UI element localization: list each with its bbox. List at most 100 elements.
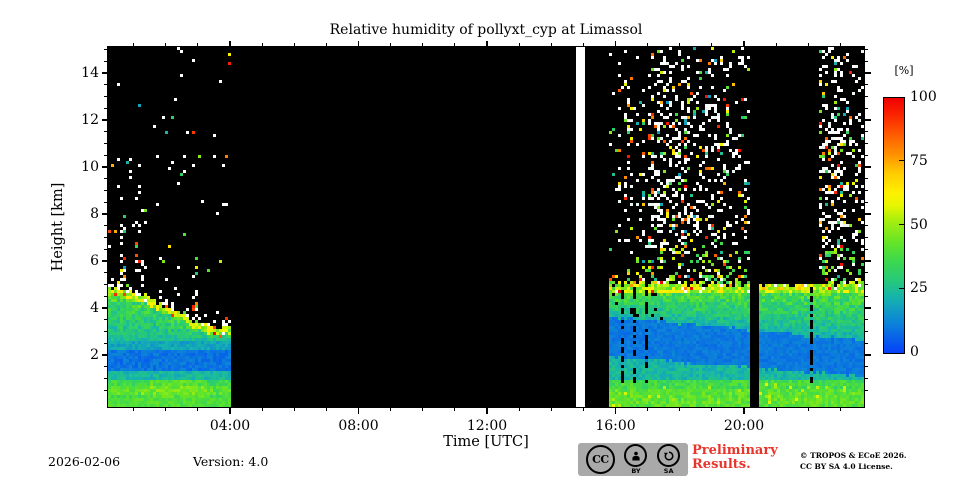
x-tick [293, 408, 295, 411]
x-tick [133, 43, 135, 46]
x-axis-title: Time [UTC] [443, 434, 529, 450]
y-tick [865, 248, 868, 250]
x-tick [357, 408, 360, 414]
y-tick [104, 330, 107, 333]
y-tick [865, 225, 868, 227]
x-tick-label: 08:00 [338, 418, 379, 434]
y-tick [104, 189, 107, 192]
y-tick [104, 342, 107, 344]
x-tick [454, 408, 456, 411]
y-axis-title: Height [km] [50, 182, 66, 272]
x-tick [229, 40, 231, 46]
x-tick [325, 408, 327, 411]
x-tick [293, 43, 295, 46]
x-tick [743, 408, 745, 414]
colorbar-tick-label: 25 [910, 280, 928, 297]
y-tick [865, 95, 868, 98]
x-tick [357, 40, 360, 46]
x-tick [197, 43, 199, 46]
y-tick-label: 4 [90, 300, 99, 316]
y-tick [865, 72, 871, 74]
y-tick [865, 178, 868, 180]
heatmap-canvas [108, 47, 864, 407]
x-tick [550, 408, 552, 411]
x-tick [229, 408, 231, 414]
x-tick [582, 408, 584, 411]
y-tick [104, 295, 107, 297]
x-tick [325, 43, 327, 46]
y-tick [104, 225, 107, 227]
y-tick [865, 272, 868, 274]
x-tick [261, 43, 263, 46]
y-tick [865, 131, 868, 133]
y-tick [101, 307, 107, 309]
y-tick [865, 366, 868, 368]
y-tick [865, 201, 868, 203]
y-tick [865, 307, 871, 309]
x-tick [518, 408, 520, 411]
y-tick [865, 166, 871, 168]
y-tick [104, 201, 107, 203]
y-tick [104, 154, 107, 156]
x-tick [647, 43, 649, 46]
colorbar-tick-label: 75 [910, 152, 928, 169]
y-tick [104, 272, 107, 274]
x-tick [614, 408, 617, 414]
y-tick [865, 354, 871, 356]
cc-by-person-icon [624, 444, 648, 468]
copyright-note: © TROPOS & ECoE 2026. CC BY SA 4.0 Licen… [800, 451, 907, 471]
x-tick [390, 408, 392, 411]
y-tick [865, 142, 868, 145]
date-label: 2026-02-06 [48, 454, 121, 469]
cc-sa-arrow-icon [657, 444, 681, 468]
y-tick [101, 213, 107, 215]
cc-license-badge: CC BY SA [578, 443, 688, 476]
y-tick [865, 213, 871, 215]
x-tick [422, 43, 424, 46]
colorbar-tick [899, 287, 904, 289]
y-tick [104, 319, 107, 321]
cc-logo-icon: CC [585, 445, 615, 474]
y-tick [865, 154, 868, 156]
y-tick [104, 236, 107, 239]
y-tick [101, 119, 107, 121]
y-tick [865, 377, 868, 380]
x-tick [647, 408, 649, 411]
y-tick [104, 48, 107, 51]
y-tick-label: 10 [81, 159, 99, 175]
colorbar-tick [899, 223, 904, 226]
y-tick [104, 283, 107, 286]
x-tick [582, 43, 584, 46]
y-tick [865, 84, 868, 86]
x-tick [486, 408, 488, 414]
version-label: Version: 4.0 [193, 454, 269, 469]
y-tick-label: 8 [90, 206, 99, 222]
colorbar-tick-label: 50 [910, 216, 928, 233]
x-tick [839, 43, 841, 46]
x-tick [518, 43, 520, 46]
y-tick [865, 60, 868, 62]
x-tick [454, 43, 456, 46]
cc-by-label: BY [631, 467, 641, 476]
cc-by-group: BY [624, 444, 648, 476]
x-tick-label: 20:00 [723, 418, 765, 434]
x-tick-label: 16:00 [595, 418, 636, 434]
y-tick-label: 12 [81, 112, 99, 128]
x-tick [165, 43, 167, 46]
y-tick [104, 248, 107, 250]
y-tick [104, 377, 107, 380]
x-tick [390, 43, 392, 46]
x-tick [775, 43, 777, 46]
y-tick [104, 60, 107, 62]
y-tick [104, 142, 107, 145]
y-tick [101, 166, 107, 168]
x-tick [711, 43, 713, 46]
x-tick [422, 408, 424, 411]
x-tick [261, 408, 263, 411]
x-tick [165, 408, 167, 411]
y-tick [865, 260, 871, 262]
colorbar [883, 97, 905, 354]
y-tick [865, 283, 868, 286]
y-tick [865, 330, 868, 333]
y-tick-label: 6 [90, 253, 99, 269]
